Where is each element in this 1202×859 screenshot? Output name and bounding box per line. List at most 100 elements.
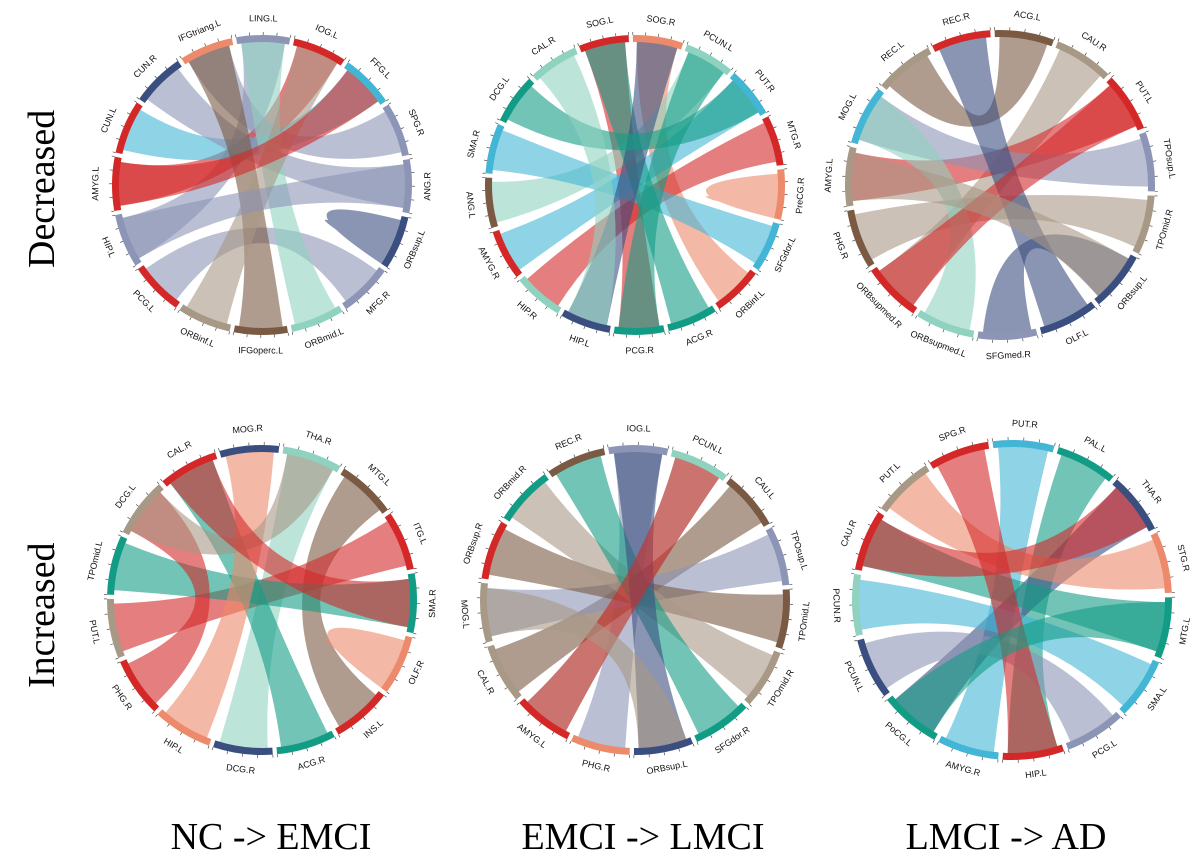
segment-arc	[561, 309, 611, 333]
segment-arc	[775, 589, 790, 649]
segment-ticks	[569, 741, 630, 758]
segment-arc	[670, 449, 727, 481]
column-label-lmci-ad: LMCI -> AD	[905, 816, 1107, 858]
segment-arc	[499, 78, 535, 124]
chord-link	[186, 45, 338, 325]
chord-link	[506, 79, 760, 151]
chord-link	[118, 69, 379, 206]
segment-ticks	[1057, 38, 1111, 75]
segment-label: ORBmid.L	[303, 326, 345, 351]
chord-link	[165, 451, 274, 739]
chord-link	[121, 164, 406, 259]
segment-arc	[344, 62, 387, 105]
segment-label: MOG.L	[459, 599, 471, 629]
segment-label: PAL.L	[1083, 434, 1109, 454]
segment-arc	[485, 177, 499, 229]
segment-arc	[213, 740, 273, 756]
segment-label: PCUN.L	[691, 433, 725, 456]
segment-ticks	[696, 707, 749, 745]
segment-ticks	[915, 315, 974, 341]
segment-ticks	[559, 315, 610, 336]
segment-arc	[929, 441, 990, 469]
chord-link	[526, 456, 720, 732]
segment-ticks	[758, 223, 783, 273]
chord-diagram-lmci-ad-decreased: ACG.LCAU.RPUT.LTPOsup.LTPOmid.RORBsup.LO…	[823, 8, 1178, 361]
chord-link	[486, 588, 687, 749]
segment-ticks	[577, 32, 629, 47]
segment-arc	[845, 146, 857, 207]
segment-ticks	[854, 640, 885, 699]
chord-link	[325, 627, 406, 689]
segment-label: PoCG.L	[883, 720, 914, 748]
segment-label: THA.R	[1139, 478, 1164, 506]
chord-link	[861, 486, 1148, 577]
chord-link	[618, 51, 725, 329]
chord-link	[145, 227, 378, 302]
chord-link	[539, 54, 616, 327]
segment-ticks	[633, 743, 695, 758]
column-label-emci-lmci: EMCI -> LMCI	[521, 816, 765, 858]
segment-arc	[608, 445, 669, 456]
segment-label: HIP.L	[568, 333, 591, 350]
segment-ticks	[112, 100, 137, 153]
segment-ticks	[1098, 257, 1140, 307]
segment-label: ANG.R	[422, 172, 432, 201]
segment-arc	[977, 328, 1038, 341]
segment-ticks	[390, 511, 417, 570]
segment-ticks	[672, 446, 730, 476]
segment-arc	[1119, 659, 1160, 714]
segment-label: PUT.L	[1133, 79, 1155, 105]
segment-arc	[290, 305, 343, 332]
chord-link	[851, 152, 1130, 297]
segment-arc	[762, 116, 784, 166]
segment-label: SPG.R	[937, 424, 967, 443]
chord-links	[490, 41, 779, 329]
segment-label: PHG.R	[831, 230, 851, 261]
segment-arc	[632, 35, 684, 50]
segment-arc	[157, 709, 212, 746]
chord-link	[302, 476, 381, 728]
segment-arc	[881, 47, 932, 90]
segment-label: AMYG.L	[90, 167, 100, 201]
segment-ticks	[294, 35, 347, 60]
segment-ticks	[884, 699, 935, 743]
segment-arc	[1150, 532, 1172, 594]
segment-ticks	[768, 114, 787, 166]
segment-ticks	[484, 646, 517, 702]
segment-arc	[854, 511, 885, 571]
segment-ticks	[276, 736, 337, 758]
segment-label: CAL.R	[529, 34, 557, 57]
segment-arc	[235, 35, 291, 45]
segment-label: ORBsup.L	[646, 759, 689, 777]
segment-label: SMA.R	[465, 128, 482, 159]
segment-arc	[382, 104, 409, 157]
segment-label: STG.R	[1175, 543, 1191, 573]
segment-ticks	[780, 168, 788, 221]
segment-label: AMYG.R	[476, 245, 502, 281]
segment-ticks	[388, 102, 412, 156]
segment-label: HIP.L	[1025, 767, 1048, 780]
segment-label: DCG.L	[487, 74, 511, 102]
chord-links	[858, 445, 1166, 754]
segment-ticks	[771, 525, 793, 586]
segment-ticks	[413, 572, 420, 635]
segment-label: MTG.R	[785, 120, 803, 151]
segment-arc	[880, 465, 930, 513]
segment-arc	[1139, 131, 1155, 192]
segment-label: PCG.R	[625, 345, 654, 356]
row-label-increased: Increased	[21, 542, 63, 688]
segment-arc	[282, 446, 341, 473]
chord-link	[858, 96, 1149, 187]
chord-link	[936, 448, 1058, 754]
segment-label: SFGdor.L	[772, 235, 797, 274]
chord-link	[324, 209, 402, 265]
segment-arc	[485, 123, 505, 174]
segment-label: IOG.L	[626, 423, 650, 434]
segment-ticks	[749, 652, 784, 707]
chord-link	[878, 84, 1137, 306]
segment-ticks	[781, 588, 793, 651]
chord-link	[858, 579, 1152, 707]
segment-ticks	[1058, 444, 1116, 477]
chord-link	[188, 44, 283, 329]
